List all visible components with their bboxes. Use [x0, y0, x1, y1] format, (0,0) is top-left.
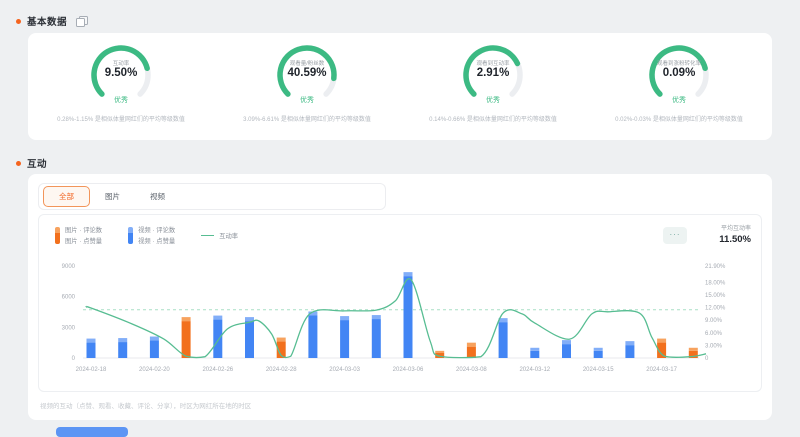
legend-label: 图片 · 点赞量 [65, 238, 103, 245]
svg-text:6.00%: 6.00% [705, 331, 723, 337]
chart-footnote: 视频的互动（点赞、观看、收藏、评论、分享），时区为网红所在地的时区 [40, 403, 252, 410]
basic-section-header: 基本数据 [16, 14, 88, 28]
gauge-label: 观看到互动率 [476, 61, 510, 67]
svg-text:3000: 3000 [62, 325, 76, 331]
more-menu-button[interactable]: ··· [663, 227, 687, 244]
gauge-grade-badge: 优秀 [672, 97, 686, 104]
legend-video-series[interactable]: 视频 · 评论数 视频 · 点赞量 [128, 225, 175, 245]
svg-text:0: 0 [72, 356, 76, 362]
svg-text:2024-02-28: 2024-02-28 [266, 367, 297, 373]
svg-text:2024-02-20: 2024-02-20 [139, 367, 170, 373]
gauge-panel-view-engagement: 观看到互动率 2.91% 优秀 0.14%-0.66% 是相似体量网红们的平均等… [400, 41, 586, 140]
gauge-arc [277, 45, 337, 97]
svg-text:2024-03-08: 2024-03-08 [456, 367, 487, 373]
gauge-view-follower-ratio: 观看量/粉丝数 40.59% 优秀 [271, 41, 343, 113]
svg-text:2024-02-18: 2024-02-18 [76, 367, 107, 373]
average-rate-label: 平均互动率 [720, 226, 751, 232]
svg-text:18.00%: 18.00% [705, 280, 726, 286]
chart-legend: 图片 · 评论数 图片 · 点赞量 视频 · 评论数 视频 · 点赞量 互动率 [55, 225, 238, 245]
tab-all[interactable]: 全部 [43, 186, 90, 207]
gauge-engagement-rate: 互动率 9.50% 优秀 [85, 41, 157, 113]
gauge-value: 9.50% [104, 67, 138, 79]
legend-label: 视频 · 评论数 [138, 227, 176, 234]
average-rate-block: 平均互动率 11.50% [693, 223, 751, 245]
interaction-combo-chart[interactable]: 9000 6000 3000 0 21.90% 18.00% 15.00% 12.00% 9.0… [45, 259, 757, 385]
gauge-benchmark-note: 0.14%-0.66% 是相似体量网红们的平均等级数值 [429, 117, 557, 123]
media-type-tabs: 全部 图片 视频 [38, 183, 386, 210]
svg-text:15.00%: 15.00% [705, 293, 726, 299]
gauge-panel-engagement-rate: 互动率 9.50% 优秀 0.28%-1.15% 是相似体量网红们的平均等级数值 [28, 41, 214, 140]
gauge-grade-badge: 优秀 [300, 97, 314, 104]
svg-text:2024-03-06: 2024-03-06 [393, 367, 424, 373]
bullet-icon [16, 18, 21, 24]
gauge-value: 2.91% [476, 67, 510, 79]
gauge-benchmark-note: 3.09%-6.61% 是相似体量网红们的平均等级数值 [243, 117, 371, 123]
svg-text:2024-03-15: 2024-03-15 [583, 367, 614, 373]
basic-metrics-card: 互动率 9.50% 优秀 0.28%-1.15% 是相似体量网红们的平均等级数值… [28, 33, 772, 140]
interaction-chart-card: 图片 · 评论数 图片 · 点赞量 视频 · 评论数 视频 · 点赞量 互动率 … [38, 214, 762, 392]
gauge-view-engagement: 观看到互动率 2.91% 优秀 [457, 41, 529, 113]
interaction-section-header: 互动 [16, 156, 47, 170]
svg-text:2024-03-17: 2024-03-17 [646, 367, 677, 373]
svg-text:3.00%: 3.00% [705, 343, 723, 349]
legend-image-bar-icon [55, 227, 60, 244]
bullet-icon [16, 160, 21, 166]
copy-icon[interactable] [76, 15, 88, 27]
basic-section-title: 基本数据 [27, 17, 68, 28]
svg-text:2024-03-12: 2024-03-12 [519, 367, 550, 373]
gauge-value: 40.59% [287, 67, 327, 79]
cutoff-content-strip [56, 427, 128, 437]
legend-video-bar-icon [128, 227, 134, 244]
svg-text:2024-03-03: 2024-03-03 [329, 367, 360, 373]
legend-image-series[interactable]: 图片 · 评论数 图片 · 点赞量 [55, 225, 102, 245]
svg-text:21.90%: 21.90% [705, 264, 726, 270]
gauge-arc [463, 45, 523, 97]
gauge-arc [649, 45, 709, 97]
gauge-label: 观看量/粉丝数 [289, 61, 325, 67]
gauge-panel-view-follower-ratio: 观看量/粉丝数 40.59% 优秀 3.09%-6.61% 是相似体量网红们的平… [214, 41, 400, 140]
gauge-grade-badge: 优秀 [114, 97, 128, 104]
legend-rate-line[interactable]: 互动率 [201, 225, 238, 245]
gauge-arc [91, 45, 151, 97]
legend-label: 互动率 [219, 232, 239, 240]
svg-text:9.00%: 9.00% [705, 318, 723, 324]
tab-video[interactable]: 视频 [150, 192, 165, 201]
gauge-label: 观看到涨粉转化率 [656, 61, 701, 67]
gauge-value: 0.09% [662, 67, 696, 79]
svg-text:0: 0 [705, 356, 709, 362]
average-rate-value: 11.50% [719, 234, 751, 245]
legend-label: 视频 · 点赞量 [138, 238, 176, 245]
gauge-grade-badge: 优秀 [486, 97, 500, 104]
gauge-benchmark-note: 0.28%-1.15% 是相似体量网红们的平均等级数值 [57, 117, 185, 123]
gauge-follower-conversion: 观看到涨粉转化率 0.09% 优秀 [643, 41, 715, 113]
gauge-benchmark-note: 0.02%-0.03% 是相似体量网红们的平均等级数值 [615, 117, 743, 123]
interaction-section-title: 互动 [27, 159, 48, 170]
interaction-card: 全部 图片 视频 图片 · 评论数 图片 · 点赞量 视频 · 评论数 视频 ·… [28, 174, 772, 420]
legend-line-icon [201, 234, 215, 236]
svg-text:9000: 9000 [62, 264, 76, 270]
legend-label: 图片 · 评论数 [65, 227, 103, 234]
gauge-panel-follower-conversion: 观看到涨粉转化率 0.09% 优秀 0.02%-0.03% 是相似体量网红们的平… [586, 41, 772, 140]
tab-image[interactable]: 图片 [105, 192, 120, 201]
gauge-label: 互动率 [112, 61, 130, 67]
svg-text:2024-02-26: 2024-02-26 [202, 367, 233, 373]
svg-text:12.00%: 12.00% [705, 306, 726, 312]
svg-text:6000: 6000 [62, 295, 76, 301]
